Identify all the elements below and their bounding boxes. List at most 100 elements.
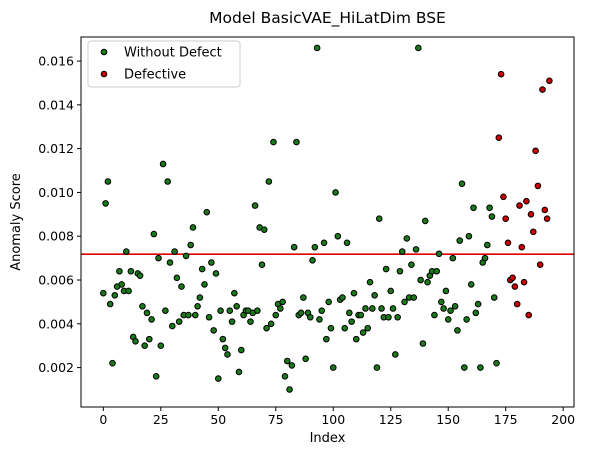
data-point-without-defect (415, 44, 422, 52)
chart-title: Model BasicVAE_HiLatDim BSE (209, 9, 446, 28)
x-axis-title: Index (310, 431, 346, 446)
data-point-without-defect (341, 324, 349, 332)
data-point-without-defect (387, 287, 395, 295)
data-point-without-defect (488, 213, 496, 220)
data-point-without-defect (461, 364, 468, 371)
data-point-without-defect (421, 217, 429, 225)
data-point-without-defect (318, 307, 326, 314)
data-point-without-defect (102, 200, 109, 207)
data-point-without-defect (123, 248, 130, 255)
y-tick-label: 0.014 (38, 97, 74, 112)
plot-background (81, 37, 574, 407)
data-point-without-defect (191, 311, 199, 319)
data-point-defective (520, 278, 528, 286)
data-point-without-defect (327, 324, 335, 332)
data-point-without-defect (270, 138, 277, 146)
data-point-without-defect (118, 281, 125, 288)
data-point-without-defect (201, 281, 208, 288)
legend-label-without-defect: Without Defect (124, 46, 222, 61)
x-tick-label: 25 (153, 412, 169, 427)
data-point-without-defect (408, 261, 415, 268)
data-point-without-defect (352, 335, 360, 343)
data-point-without-defect (182, 252, 190, 260)
data-point-without-defect (277, 305, 284, 312)
data-point-without-defect (297, 309, 305, 317)
y-tick-label: 0.008 (38, 229, 74, 244)
data-point-without-defect (357, 311, 365, 319)
data-point-without-defect (350, 289, 358, 297)
data-point-without-defect (152, 373, 160, 380)
data-point-without-defect (136, 272, 144, 279)
x-tick-label: 175 (494, 412, 518, 427)
data-point-defective (527, 211, 535, 218)
data-point-without-defect (251, 202, 259, 209)
data-point-without-defect (260, 226, 268, 233)
data-point-without-defect (396, 267, 404, 275)
data-point-without-defect (283, 357, 291, 365)
data-point-without-defect (210, 327, 217, 334)
data-point-without-defect (306, 313, 314, 321)
x-axis: 0 25 50 75 100 125 150 175 200 (99, 407, 575, 427)
legend: Without Defect Defective (87, 40, 241, 88)
data-point-without-defect (208, 259, 215, 266)
data-point-without-defect (332, 189, 339, 196)
data-point-without-defect (231, 289, 238, 297)
plot-area (80, 36, 575, 408)
legend-marker-without-defect (100, 48, 108, 56)
legend-marker-defective (100, 70, 108, 78)
data-point-without-defect (385, 313, 392, 321)
data-point-without-defect (325, 298, 332, 306)
data-point-without-defect (300, 294, 307, 301)
data-point-without-defect (145, 335, 153, 343)
data-point-defective (546, 77, 553, 85)
legend-box (87, 40, 241, 88)
data-point-without-defect (378, 305, 385, 312)
data-point-without-defect (116, 267, 123, 275)
data-point-defective (532, 147, 539, 155)
data-point-without-defect (109, 359, 116, 367)
data-point-without-defect (470, 204, 477, 212)
data-point-without-defect (359, 329, 367, 336)
data-point-without-defect (440, 305, 447, 312)
data-point-without-defect (166, 259, 174, 266)
data-point-without-defect (366, 278, 374, 286)
data-point-defective (516, 202, 523, 209)
data-point-without-defect (313, 44, 321, 52)
data-point-without-defect (267, 320, 275, 328)
plot-frame (80, 36, 575, 408)
data-point-without-defect (490, 294, 498, 301)
data-point-without-defect (175, 318, 183, 325)
data-point-without-defect (433, 267, 441, 275)
data-point-without-defect (196, 294, 204, 301)
data-point-without-defect (410, 294, 418, 301)
y-tick-label: 0.004 (38, 316, 74, 331)
data-point-without-defect (125, 287, 132, 295)
data-point-without-defect (132, 338, 139, 345)
data-point-without-defect (198, 265, 206, 273)
data-point-without-defect (203, 208, 211, 216)
data-point-defective (509, 274, 516, 282)
data-point-without-defect (449, 254, 457, 262)
data-point-without-defect (228, 318, 236, 325)
data-point-without-defect (454, 327, 461, 334)
data-point-without-defect (233, 302, 240, 310)
data-point-without-defect (224, 351, 231, 358)
data-point-without-defect (100, 289, 107, 297)
y-tick-label: 0.002 (38, 360, 74, 375)
data-point-without-defect (398, 248, 406, 255)
data-point-defective (541, 206, 549, 214)
data-point-without-defect (472, 309, 480, 317)
data-point-without-defect (447, 307, 454, 314)
data-point-without-defect (412, 246, 420, 253)
data-point-without-defect (141, 342, 148, 350)
data-point-without-defect (417, 276, 424, 284)
y-axis: 0.002 0.004 0.006 0.008 0.010 0.012 0.014 0.016 (38, 54, 81, 375)
data-point-without-defect (329, 364, 337, 371)
data-point-without-defect (164, 178, 171, 185)
data-point-without-defect (212, 270, 220, 277)
data-point-defective (536, 261, 544, 268)
data-point-without-defect (235, 368, 243, 376)
data-point-without-defect (343, 239, 351, 247)
data-point-without-defect (435, 250, 443, 258)
data-point-without-defect (373, 364, 381, 371)
